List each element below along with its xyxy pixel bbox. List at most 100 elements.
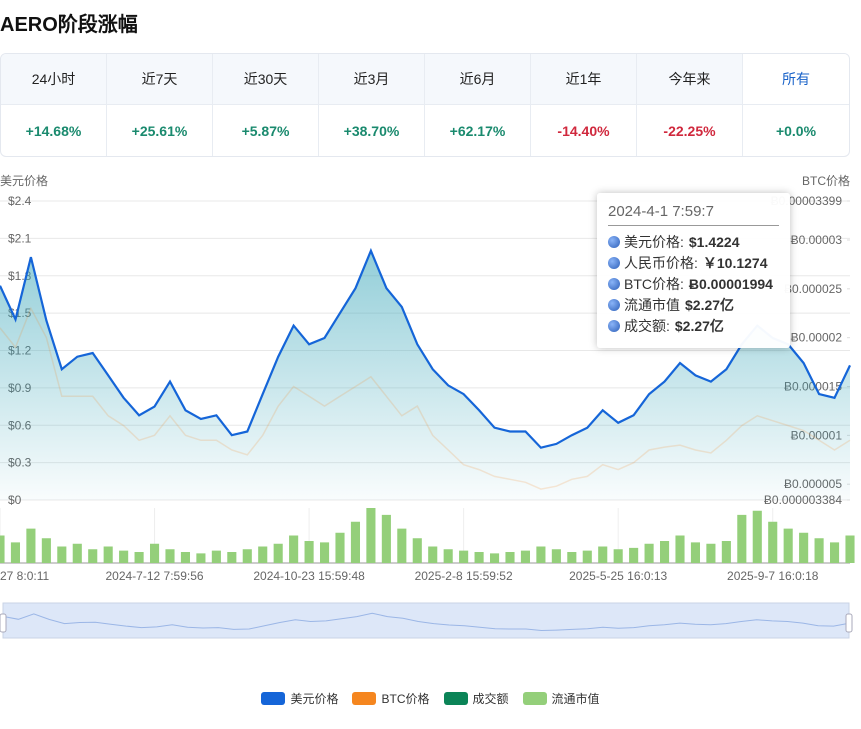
price-line [0, 247, 851, 449]
tooltip-row: BTC价格: Ƀ0.00001994 [608, 273, 779, 294]
volume-bar [582, 550, 592, 563]
volume-bar [459, 550, 469, 563]
period-change: +25.61% [107, 105, 213, 156]
volume-bar [706, 543, 716, 563]
legend-swatch [261, 692, 286, 705]
volume-bar [814, 538, 824, 563]
volume-bar [845, 535, 855, 563]
volume-bar [551, 549, 561, 563]
period-tab[interactable]: 近1年 [531, 54, 637, 105]
volume-bar [26, 528, 36, 563]
tooltip-label: 人民币价格: [624, 254, 698, 271]
period-tab[interactable]: 今年来 [637, 54, 743, 105]
volume-bar [41, 538, 51, 563]
tooltip-row: 成交额: $2.27亿 [608, 315, 779, 336]
x-tick-label: 2025-5-25 16:0:13 [569, 569, 667, 583]
volume-bar [88, 549, 98, 563]
volume-bar [644, 543, 654, 563]
tooltip-label: BTC价格: [624, 275, 684, 292]
volume-bar [57, 546, 67, 563]
title: AERO阶段涨幅 [0, 14, 138, 36]
legend-label: BTC价格 [381, 692, 430, 706]
period-tab[interactable]: 所有 [743, 54, 849, 105]
period-tab[interactable]: 近7天 [107, 54, 213, 105]
volume-bar [629, 547, 639, 563]
volume-bar [242, 549, 252, 563]
volume-bar [72, 543, 82, 563]
volume-bar [520, 550, 531, 563]
volume-bar [675, 535, 685, 563]
tooltip-label: 美元价格: [624, 233, 684, 250]
volume-bar [613, 549, 623, 563]
period-tab[interactable]: 近6月 [425, 54, 531, 105]
volume-bar [428, 546, 438, 563]
period-change: +14.68% [1, 105, 107, 156]
tooltip-value: $1.4224 [688, 233, 740, 250]
x-tick-label: 2025-9-7 16:0:18 [727, 569, 819, 583]
zoom-track [2, 602, 850, 639]
volume-bar [196, 553, 206, 563]
zoom-handle [845, 613, 853, 633]
volume-bar [289, 535, 299, 563]
volume-bar [721, 541, 731, 563]
x-tick-label: 2024-7-12 7:59:56 [105, 569, 203, 583]
volume-bar [227, 552, 237, 563]
y-axis-name: 美元价格 [0, 173, 48, 188]
price-area [0, 250, 850, 500]
volume-bar [350, 521, 361, 563]
period-tab[interactable]: 近30天 [213, 54, 319, 105]
tooltip-dot [608, 256, 620, 269]
volume-bar [119, 550, 129, 563]
legend-item[interactable]: BTC价格 [352, 690, 430, 707]
volume-bar [335, 532, 345, 563]
legend-label: 美元价格 [290, 692, 339, 706]
legend-swatch [522, 692, 547, 705]
tooltip-row: 流通市值 $2.27亿 [608, 294, 779, 315]
legend-label: 流通市值 [551, 692, 600, 706]
tooltip-label: 成交额: [624, 317, 670, 334]
period-change: -22.25% [637, 105, 743, 156]
legend-item[interactable]: 美元价格 [261, 690, 338, 707]
x-tick-label: 2024-10-23 15:59:48 [253, 569, 365, 583]
legend-item[interactable]: 成交额 [443, 690, 509, 707]
volume-bar [134, 552, 144, 563]
volume-bar [304, 541, 314, 563]
volume-bar [103, 546, 113, 563]
volume-bar [366, 508, 376, 563]
tooltip-dot [608, 319, 620, 332]
tooltip-dot [608, 298, 620, 311]
y-tick-label: $2.4 [8, 194, 32, 208]
volume-bar [829, 542, 840, 563]
tooltip-dot [608, 277, 620, 290]
volume-bar [258, 546, 268, 563]
legend-item[interactable]: 流通市值 [522, 690, 600, 707]
volume-bar [381, 514, 391, 563]
period-tab[interactable]: 近3月 [319, 54, 425, 105]
y2-axis-name: BTC价格 [802, 173, 850, 188]
legend: 美元价格 BTC价格 成交额 流通市值 [0, 690, 861, 707]
zoom-handle [0, 613, 7, 633]
y2-tick-label: Ƀ0.00003 [791, 233, 843, 247]
period-table: 24小时 近7天 近30天 近3月 近6月 近1年 今年来 所有 +14.68% +25.61% +… [0, 53, 850, 157]
volume-bar [397, 528, 407, 563]
tooltip-row: 人民币价格: ￥10.1274 [608, 252, 779, 273]
volume-bar [752, 510, 762, 563]
tooltip-value: $2.27亿 [674, 317, 724, 334]
tooltip-value: ￥10.1274 [702, 254, 768, 271]
volume-bar [412, 538, 422, 563]
volume-bar [505, 552, 515, 563]
tooltip-dot [608, 235, 620, 248]
tooltip-title: 2024-4-1 7:59:7 [608, 203, 779, 226]
volume-bar [567, 552, 577, 563]
volume-bar [536, 546, 546, 563]
price-line [0, 306, 851, 490]
volume-bar [783, 528, 793, 563]
y2-tick-label: Ƀ0.000025 [784, 282, 842, 296]
period-change: +38.70% [319, 105, 425, 156]
volume-bar [659, 541, 670, 563]
period-tab[interactable]: 24小时 [1, 54, 107, 105]
period-change: +0.0% [775, 122, 817, 139]
tooltip-label: 流通市值 [624, 296, 680, 313]
x-tick-label: 27 8:0:11 [0, 569, 49, 583]
